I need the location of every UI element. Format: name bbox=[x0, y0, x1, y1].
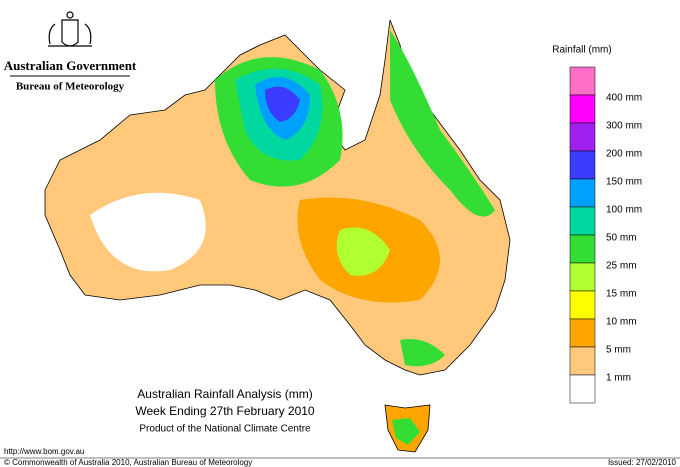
legend-swatch bbox=[569, 122, 596, 152]
government-name: Australian Government bbox=[4, 58, 137, 73]
legend-swatch bbox=[569, 206, 596, 236]
legend-label: 400 mm bbox=[606, 93, 642, 104]
legend-label: 150 mm bbox=[606, 177, 642, 188]
legend-label: 200 mm bbox=[606, 149, 642, 160]
legend-swatch bbox=[569, 262, 596, 292]
legend-swatch bbox=[569, 290, 596, 320]
legend-swatch bbox=[569, 150, 596, 180]
map bbox=[44, 19, 511, 453]
legend-label: 15 mm bbox=[606, 289, 637, 300]
bureau-name: Bureau of Meteorology bbox=[16, 81, 125, 93]
footer-url: http://www.bom.gov.au bbox=[4, 447, 84, 456]
legend-label: 100 mm bbox=[606, 205, 642, 216]
legend-label: 300 mm bbox=[606, 121, 642, 132]
map-credit: Product of the National Climate Centre bbox=[139, 424, 311, 435]
legend-swatch bbox=[569, 374, 596, 404]
legend-swatch bbox=[569, 318, 596, 348]
legend-label: 1 mm bbox=[606, 373, 631, 384]
legend-swatch bbox=[569, 94, 596, 124]
legend-label: 25 mm bbox=[606, 261, 637, 272]
legend-title: Rainfall (mm) bbox=[552, 45, 611, 56]
legend-label: 5 mm bbox=[606, 345, 631, 356]
legend-label: 10 mm bbox=[606, 317, 637, 328]
legend-label: 50 mm bbox=[606, 233, 637, 244]
map-subtitle: Week Ending 27th February 2010 bbox=[135, 404, 315, 418]
legend: 400 mm 300 mm 200 mm 150 mm 100 mm 50 mm 25 mm… bbox=[569, 66, 642, 404]
legend-swatch bbox=[569, 234, 596, 264]
legend-swatch bbox=[569, 346, 596, 376]
footer-issued: Issued: 27/02/2010 bbox=[608, 458, 677, 467]
coat-of-arms bbox=[48, 11, 92, 47]
footer-copyright: © Commonwealth of Australia 2010, Austra… bbox=[4, 458, 252, 467]
map-title: Australian Rainfall Analysis (mm) bbox=[137, 387, 312, 401]
legend-swatch bbox=[569, 66, 596, 96]
legend-swatch bbox=[569, 178, 596, 208]
